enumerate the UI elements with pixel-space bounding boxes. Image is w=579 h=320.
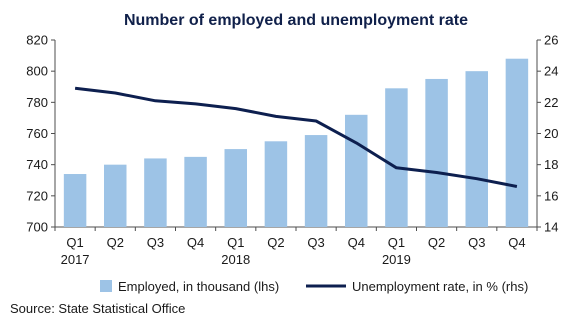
y-tick-label-left: 780 — [26, 95, 48, 110]
x-year-label: 2018 — [221, 252, 250, 267]
x-tick-label: Q4 — [348, 235, 365, 250]
legend-label-unemployment: Unemployment rate, in % (rhs) — [352, 279, 528, 294]
bar — [505, 58, 529, 228]
y-tick-label-right: 16 — [544, 188, 558, 203]
bar — [425, 78, 448, 227]
axes — [51, 39, 541, 231]
x-tick-label: Q4 — [508, 235, 525, 250]
y-axis-right-labels: 14 16 18 20 22 24 26 — [544, 33, 558, 235]
x-tick-label: Q4 — [187, 235, 204, 250]
x-year-label: 2017 — [61, 252, 90, 267]
x-tick-label: Q1 — [227, 235, 244, 250]
bar — [144, 158, 167, 227]
y-tick-label-left: 760 — [26, 126, 48, 141]
x-tick-label: Q2 — [428, 235, 445, 250]
bar — [385, 88, 408, 227]
source-note: Source: State Statistical Office — [10, 301, 185, 316]
x-tick-label: Q2 — [267, 235, 284, 250]
unemployment-line — [74, 86, 518, 188]
y-tick-label-right: 18 — [544, 157, 558, 172]
legend: Employed, in thousand (lhs) Unemployment… — [100, 279, 528, 294]
x-axis-labels: Q1 Q2 Q3 Q4 Q1 Q2 Q3 Q4 Q1 Q2 Q3 Q4 2017 2018 2019 — [61, 235, 526, 267]
x-tick-label: Q1 — [388, 235, 405, 250]
y-tick-label-right: 26 — [544, 33, 558, 48]
x-tick-label: Q3 — [147, 235, 164, 250]
x-tick-label: Q2 — [107, 235, 124, 250]
bar — [264, 141, 288, 227]
bar — [104, 164, 127, 227]
y-axis-left-labels: 700 720 740 760 780 800 820 — [26, 33, 48, 235]
bar — [184, 156, 207, 227]
bar-series — [63, 58, 529, 228]
chart-title: Number of employed and unemployment rate — [124, 12, 468, 29]
legend-label-employed: Employed, in thousand (lhs) — [118, 279, 279, 294]
y-tick-label-left: 700 — [26, 220, 48, 235]
bar — [304, 135, 328, 227]
y-tick-label-left: 820 — [26, 33, 48, 48]
y-tick-label-right: 20 — [544, 126, 558, 141]
y-tick-label-left: 720 — [26, 188, 48, 203]
bar — [63, 174, 87, 227]
x-tick-label: Q3 — [307, 235, 324, 250]
y-tick-label-right: 14 — [544, 220, 558, 235]
y-tick-label-left: 740 — [26, 157, 48, 172]
legend-swatch-employed — [100, 280, 112, 292]
bar — [224, 149, 247, 227]
y-tick-label-right: 24 — [544, 64, 558, 79]
x-year-label: 2019 — [382, 252, 411, 267]
x-tick-label: Q3 — [468, 235, 485, 250]
y-tick-label-right: 22 — [544, 95, 558, 110]
line-series — [74, 86, 518, 188]
x-tick-label: Q1 — [66, 235, 83, 250]
bar — [465, 71, 488, 228]
y-tick-label-left: 800 — [26, 64, 48, 79]
bar — [345, 114, 368, 227]
